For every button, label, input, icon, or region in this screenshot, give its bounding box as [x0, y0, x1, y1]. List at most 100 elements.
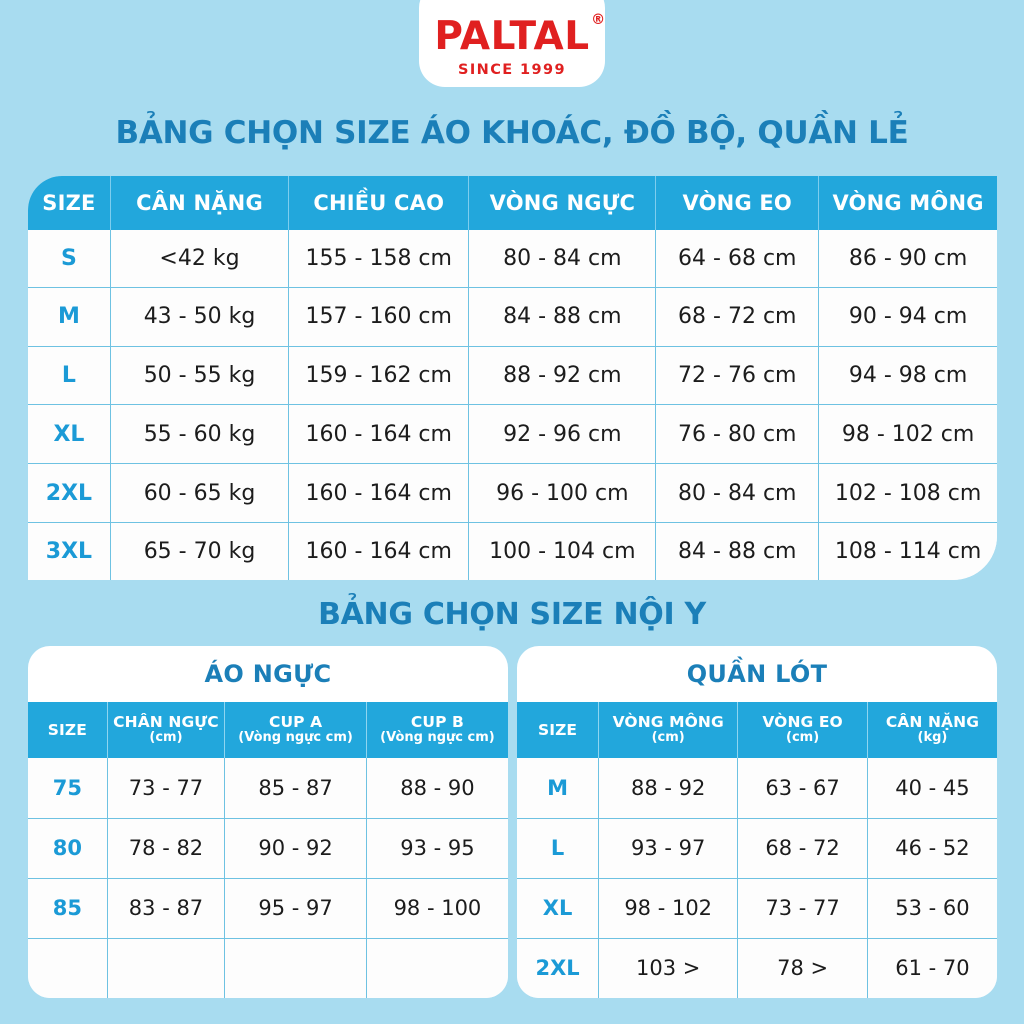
table-row: L 50 - 55 kg 159 - 162 cm 88 - 92 cm 72 …	[28, 346, 997, 406]
column-header-cup-a: CUP A (Vòng ngực cm)	[224, 702, 367, 758]
outerwear-size-table: SIZE CÂN NẶNG CHIỀU CAO VÒNG NGỰC VÒNG E…	[28, 176, 997, 580]
column-header-hip: VÒNG MÔNG	[818, 176, 997, 230]
table-header-row: SIZE CÂN NẶNG CHIỀU CAO VÒNG NGỰC VÒNG E…	[28, 176, 997, 230]
cell-hip: 108 - 114 cm	[818, 522, 997, 580]
cell-waist: 73 - 77	[737, 878, 868, 939]
cell-underbust: 73 - 77	[107, 758, 226, 819]
cell-cup-a: 90 - 92	[224, 818, 367, 879]
cell-height: 155 - 158 cm	[288, 230, 470, 289]
table-row: 3XL 65 - 70 kg 160 - 164 cm 100 - 104 cm…	[28, 522, 997, 580]
bra-size-grid: SIZE CHÂN NGỰC (cm) CUP A (Vòng ngực cm)…	[28, 702, 508, 998]
bra-table-title: ÁO NGỰC	[28, 646, 508, 702]
cell-waist: 72 - 76 cm	[655, 346, 820, 406]
table-row: 2XL 60 - 65 kg 160 - 164 cm 96 - 100 cm …	[28, 463, 997, 523]
cell-hip: 102 - 108 cm	[818, 463, 997, 523]
column-header-waist-label: VÒNG EO	[762, 713, 843, 732]
cell-waist: 68 - 72	[737, 818, 868, 879]
cell-height: 160 - 164 cm	[288, 404, 470, 465]
cell-height: 159 - 162 cm	[288, 346, 470, 406]
cell-size: XL	[28, 404, 111, 465]
cell-weight: 50 - 55 kg	[110, 346, 290, 406]
column-header-size: SIZE	[517, 702, 600, 758]
cell-height: 160 - 164 cm	[288, 522, 470, 580]
cell-size: S	[28, 230, 111, 289]
cell-size	[28, 938, 108, 998]
cell-hip: 90 - 94 cm	[818, 287, 997, 347]
table-row: M 88 - 92 63 - 67 40 - 45	[517, 758, 997, 819]
column-header-size: SIZE	[28, 702, 108, 758]
column-header-cup-b-label: CUP B	[410, 713, 464, 732]
brand-logo-badge: PALTAL ® SINCE 1999	[419, 0, 605, 87]
panty-size-grid: SIZE VÒNG MÔNG (cm) VÒNG EO (cm) CÂN NẶN…	[517, 702, 997, 998]
cell-bust: 88 - 92 cm	[468, 346, 657, 406]
table-header-row: SIZE CHÂN NGỰC (cm) CUP A (Vòng ngực cm)…	[28, 702, 508, 758]
cell-hip: 93 - 97	[598, 818, 739, 879]
cell-cup-b	[366, 938, 508, 998]
cell-waist: 64 - 68 cm	[655, 230, 820, 289]
table-row: 80 78 - 82 90 - 92 93 - 95	[28, 818, 508, 879]
column-header-size: SIZE	[28, 176, 111, 230]
cell-size: 2XL	[517, 938, 600, 998]
table-row: 85 83 - 87 95 - 97 98 - 100	[28, 878, 508, 939]
column-header-height: CHIỀU CAO	[288, 176, 470, 230]
cell-waist: 76 - 80 cm	[655, 404, 820, 465]
column-header-weight: CÂN NẶNG	[110, 176, 290, 230]
cell-size: 80	[28, 818, 108, 879]
underwear-section-title: BẢNG CHỌN SIZE NỘI Y	[318, 597, 706, 632]
cell-cup-b: 93 - 95	[366, 818, 508, 879]
cell-bust: 84 - 88 cm	[468, 287, 657, 347]
cell-weight: 61 - 70	[867, 938, 997, 998]
cell-underbust	[107, 938, 226, 998]
cell-waist: 80 - 84 cm	[655, 463, 820, 523]
table-row: M 43 - 50 kg 157 - 160 cm 84 - 88 cm 68 …	[28, 287, 997, 347]
table-row-empty	[28, 938, 508, 998]
column-header-cup-b: CUP B (Vòng ngực cm)	[366, 702, 508, 758]
table-row: 2XL 103 > 78 > 61 - 70	[517, 938, 997, 998]
table-row: 75 73 - 77 85 - 87 88 - 90	[28, 758, 508, 819]
cell-hip: 86 - 90 cm	[818, 230, 997, 289]
panty-table-title: QUẦN LÓT	[517, 646, 997, 702]
cell-weight: 43 - 50 kg	[110, 287, 290, 347]
column-header-hip-unit: (cm)	[651, 729, 685, 745]
column-header-size-label: SIZE	[537, 720, 578, 739]
registered-trademark-icon: ®	[591, 12, 606, 28]
column-header-cup-b-unit: (Vòng ngực cm)	[380, 729, 495, 745]
brand-wordmark-text: PALTAL	[434, 14, 590, 59]
column-header-underbust-label: CHÂN NGỰC	[113, 713, 219, 732]
cell-underbust: 78 - 82	[107, 818, 226, 879]
cell-bust: 96 - 100 cm	[468, 463, 657, 523]
cell-weight: 55 - 60 kg	[110, 404, 290, 465]
cell-size: 3XL	[28, 522, 111, 580]
cell-cup-b: 88 - 90	[366, 758, 508, 819]
cell-waist: 84 - 88 cm	[655, 522, 820, 580]
column-header-waist: VÒNG EO (cm)	[737, 702, 868, 758]
column-header-waist: VÒNG EO	[655, 176, 820, 230]
main-section-title: BẢNG CHỌN SIZE ÁO KHOÁC, ĐỒ BỘ, QUẦN LẺ	[115, 115, 909, 151]
column-header-underbust-unit: (cm)	[149, 729, 183, 745]
table-row: L 93 - 97 68 - 72 46 - 52	[517, 818, 997, 879]
column-header-weight-unit: (kg)	[917, 729, 948, 745]
column-header-cup-a-unit: (Vòng ngực cm)	[238, 729, 353, 745]
cell-weight: 65 - 70 kg	[110, 522, 290, 580]
cell-weight: 60 - 65 kg	[110, 463, 290, 523]
cell-size: M	[28, 287, 111, 347]
column-header-weight: CÂN NẶNG (kg)	[867, 702, 997, 758]
cell-waist: 68 - 72 cm	[655, 287, 820, 347]
cell-size: XL	[517, 878, 600, 939]
cell-hip: 98 - 102 cm	[818, 404, 997, 465]
cell-weight: 46 - 52	[867, 818, 997, 879]
column-header-hip: VÒNG MÔNG (cm)	[598, 702, 739, 758]
cell-bust: 92 - 96 cm	[468, 404, 657, 465]
cell-size: M	[517, 758, 600, 819]
column-header-waist-unit: (cm)	[786, 729, 820, 745]
cell-hip: 103 >	[598, 938, 739, 998]
cell-size: 85	[28, 878, 108, 939]
cell-cup-b: 98 - 100	[366, 878, 508, 939]
cell-hip: 94 - 98 cm	[818, 346, 997, 406]
table-row: XL 98 - 102 73 - 77 53 - 60	[517, 878, 997, 939]
table-row: S <42 kg 155 - 158 cm 80 - 84 cm 64 - 68…	[28, 230, 997, 289]
cell-weight: 40 - 45	[867, 758, 997, 819]
cell-size: L	[517, 818, 600, 879]
column-header-underbust: CHÂN NGỰC (cm)	[107, 702, 226, 758]
panty-size-table: QUẦN LÓT SIZE VÒNG MÔNG (cm) VÒNG EO (	[517, 646, 997, 998]
